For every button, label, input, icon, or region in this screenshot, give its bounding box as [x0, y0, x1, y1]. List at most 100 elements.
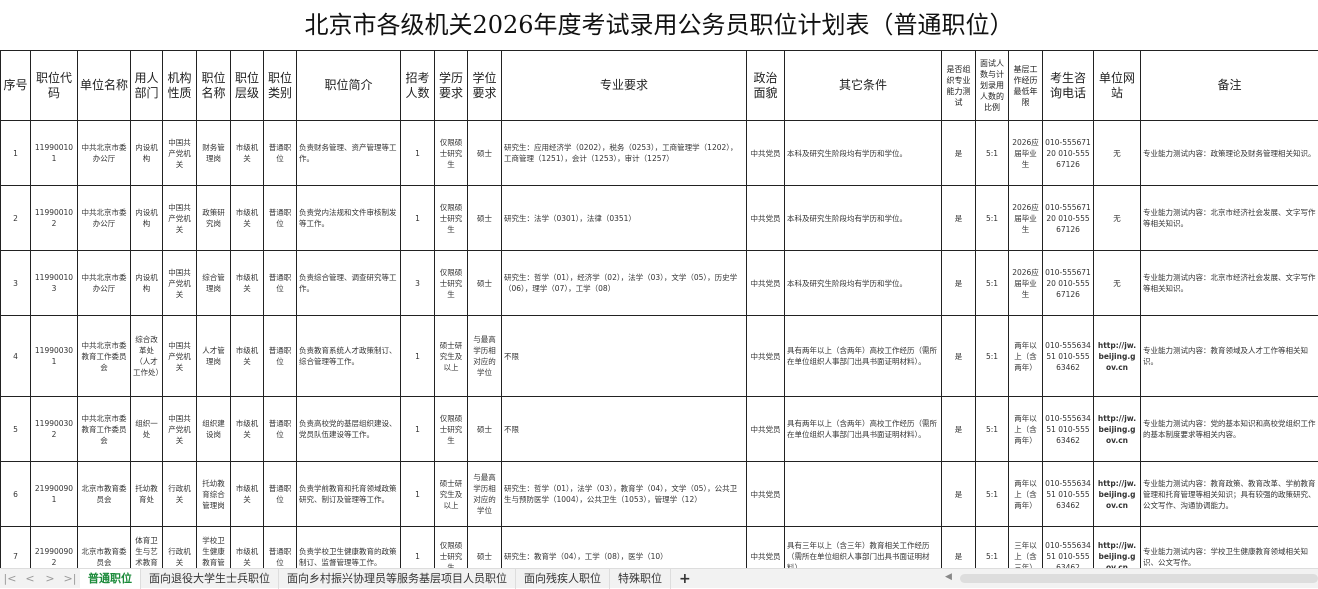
table-cell[interactable]: 市级机关 — [231, 316, 264, 397]
table-cell[interactable]: 研究生：应用经济学（0202），税务（0253），工商管理学（1202），工商管… — [502, 121, 747, 186]
table-cell[interactable]: 专业能力测试内容：党的基本知识和高校党组织工作的基本制度要求等相关内容。 — [1141, 397, 1318, 462]
table-cell[interactable]: 内设机构 — [131, 186, 163, 251]
column-header[interactable]: 面试人数与计划录用人数的比例 — [976, 51, 1009, 121]
table-cell[interactable]: 专业能力测试内容：政策理论及财务管理相关知识。 — [1141, 121, 1318, 186]
table-cell[interactable]: 3 — [1, 251, 31, 316]
table-cell[interactable]: 负责学前教育和托育领域政策研究、制订及管理等工作。 — [297, 462, 401, 527]
table-cell[interactable]: 普通职位 — [264, 186, 297, 251]
table-cell[interactable]: 市级机关 — [231, 186, 264, 251]
table-cell[interactable]: 010-55567120 010-55567126 — [1043, 251, 1094, 316]
table-cell[interactable]: 010-55563451 010-55563462 — [1043, 462, 1094, 527]
column-header[interactable]: 备注 — [1141, 51, 1318, 121]
table-cell[interactable]: 中共党员 — [747, 186, 785, 251]
table-cell[interactable]: 219900901 — [31, 462, 78, 527]
table-cell[interactable]: http://jw.beijing.gov.cn — [1094, 316, 1141, 397]
table-cell[interactable]: 两年以上（含两年） — [1009, 397, 1043, 462]
table-cell[interactable]: 中共北京市委办公厅 — [78, 251, 131, 316]
table-cell[interactable]: 负责教育系统人才政策制订、综合管理等工作。 — [297, 316, 401, 397]
table-cell[interactable]: 三年以上（含三年） — [1009, 527, 1043, 569]
table-cell[interactable]: http://jw.beijing.gov.cn — [1094, 397, 1141, 462]
table-cell[interactable]: 是 — [942, 251, 976, 316]
table-cell[interactable]: 普通职位 — [264, 316, 297, 397]
table-cell[interactable]: 5:1 — [976, 186, 1009, 251]
table-cell[interactable]: 专业能力测试内容：北京市经济社会发展、文字写作等相关知识。 — [1141, 251, 1318, 316]
table-cell[interactable]: 内设机构 — [131, 121, 163, 186]
sheet-tab[interactable]: 面向残疾人职位 — [516, 569, 610, 589]
column-header[interactable]: 职位简介 — [297, 51, 401, 121]
table-cell[interactable]: 硕士研究生及以上 — [435, 316, 468, 397]
column-header[interactable]: 专业要求 — [502, 51, 747, 121]
table-cell[interactable]: 托幼教育处 — [131, 462, 163, 527]
table-cell[interactable]: 无 — [1094, 251, 1141, 316]
spreadsheet-grid[interactable]: 序号职位代码单位名称用人部门机构性质职位名称职位层级职位类别职位简介招考人数学历… — [0, 50, 1318, 568]
table-cell[interactable]: 负责党内法规和文件审核制发等工作。 — [297, 186, 401, 251]
table-cell[interactable]: 托幼教育综合管理岗 — [197, 462, 231, 527]
column-header[interactable]: 职位代码 — [31, 51, 78, 121]
prev-sheet-icon[interactable]: < — [20, 572, 40, 585]
table-cell[interactable]: 1 — [401, 462, 435, 527]
table-cell[interactable]: 2026应届毕业生 — [1009, 251, 1043, 316]
table-cell[interactable]: 两年以上（含两年） — [1009, 316, 1043, 397]
table-cell[interactable]: 1 — [401, 121, 435, 186]
column-header[interactable]: 学历要求 — [435, 51, 468, 121]
table-cell[interactable]: 普通职位 — [264, 251, 297, 316]
table-cell[interactable]: 119900302 — [31, 397, 78, 462]
table-cell[interactable]: 5 — [1, 397, 31, 462]
table-cell[interactable]: 具有两年以上（含两年）高校工作经历（需所在单位组织人事部门出具书面证明材料）。 — [785, 316, 942, 397]
table-cell[interactable]: 中共党员 — [747, 462, 785, 527]
table-cell[interactable]: 专业能力测试内容：北京市经济社会发展、文字写作等相关知识。 — [1141, 186, 1318, 251]
column-header[interactable]: 职位名称 — [197, 51, 231, 121]
table-cell[interactable]: 市级机关 — [231, 121, 264, 186]
table-cell[interactable]: 中国共产党机关 — [163, 316, 197, 397]
table-cell[interactable]: 研究生：教育学（04），工学（08），医学（10） — [502, 527, 747, 569]
table-cell[interactable]: 市级机关 — [231, 527, 264, 569]
scroll-left-icon[interactable]: ◀ — [945, 572, 952, 582]
column-header[interactable]: 学位要求 — [468, 51, 502, 121]
table-cell[interactable]: 3 — [401, 251, 435, 316]
table-cell[interactable]: 中共党员 — [747, 251, 785, 316]
table-cell[interactable]: 5:1 — [976, 316, 1009, 397]
table-cell[interactable]: http://jw.beijing.gov.cn — [1094, 527, 1141, 569]
table-cell[interactable]: 本科及研究生阶段均有学历和学位。 — [785, 251, 942, 316]
table-cell[interactable]: 硕士研究生及以上 — [435, 462, 468, 527]
table-cell[interactable]: http://jw.beijing.gov.cn — [1094, 462, 1141, 527]
table-cell[interactable]: 综合改革处（人才工作处） — [131, 316, 163, 397]
table-cell[interactable]: 010-55563451 010-55563462 — [1043, 397, 1094, 462]
table-cell[interactable]: 内设机构 — [131, 251, 163, 316]
column-header[interactable]: 职位层级 — [231, 51, 264, 121]
first-sheet-icon[interactable]: |< — [0, 572, 20, 585]
column-header[interactable]: 政治面貌 — [747, 51, 785, 121]
table-cell[interactable]: 中共党员 — [747, 121, 785, 186]
column-header[interactable]: 基层工作经历最低年限 — [1009, 51, 1043, 121]
table-cell[interactable]: 北京市教育委员会 — [78, 462, 131, 527]
table-cell[interactable] — [785, 462, 942, 527]
table-cell[interactable]: 1 — [401, 186, 435, 251]
column-header[interactable]: 职位类别 — [264, 51, 297, 121]
table-cell[interactable]: 与最高学历相对应的学位 — [468, 462, 502, 527]
table-cell[interactable]: 4 — [1, 316, 31, 397]
table-cell[interactable]: 研究生：法学（0301），法律（0351） — [502, 186, 747, 251]
table-cell[interactable]: 119900301 — [31, 316, 78, 397]
table-cell[interactable]: 1 — [1, 121, 31, 186]
table-cell[interactable]: 普通职位 — [264, 527, 297, 569]
table-cell[interactable]: 具有三年以上（含三年）教育相关工作经历（需所在单位组织人事部门出具书面证明材料）… — [785, 527, 942, 569]
table-cell[interactable]: 硕士 — [468, 186, 502, 251]
column-header[interactable]: 单位网站 — [1094, 51, 1141, 121]
table-cell[interactable]: 与最高学历相对应的学位 — [468, 316, 502, 397]
table-cell[interactable]: 两年以上（含两年） — [1009, 462, 1043, 527]
table-cell[interactable]: 普通职位 — [264, 397, 297, 462]
table-cell[interactable]: 人才管理岗 — [197, 316, 231, 397]
table-cell[interactable]: 市级机关 — [231, 397, 264, 462]
table-cell[interactable]: 是 — [942, 527, 976, 569]
table-cell[interactable]: 政策研究岗 — [197, 186, 231, 251]
column-header[interactable]: 是否组织专业能力测试 — [942, 51, 976, 121]
table-cell[interactable]: 中共党员 — [747, 316, 785, 397]
table-cell[interactable]: 中共党员 — [747, 527, 785, 569]
table-cell[interactable]: 普通职位 — [264, 121, 297, 186]
last-sheet-icon[interactable]: >| — [60, 572, 80, 585]
sheet-tab[interactable]: 特殊职位 — [610, 569, 671, 589]
table-cell[interactable]: 学校卫生健康教育管理岗 — [197, 527, 231, 569]
table-cell[interactable]: 119900102 — [31, 186, 78, 251]
table-cell[interactable]: 1 — [401, 316, 435, 397]
table-cell[interactable]: 010-55567120 010-55567126 — [1043, 121, 1094, 186]
